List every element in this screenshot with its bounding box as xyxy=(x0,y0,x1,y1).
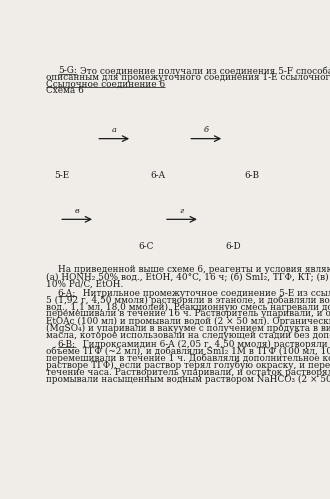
Text: вод., 1,1 мл, 18,0 ммолей). Реакционную смесь нагревали до 40°C и: вод., 1,1 мл, 18,0 ммолей). Реакционную … xyxy=(46,302,330,312)
Text: Схема 6: Схема 6 xyxy=(46,86,83,95)
Text: 6-A: 6-A xyxy=(150,171,165,180)
Text: г: г xyxy=(180,207,184,215)
Text: 5-E: 5-E xyxy=(54,171,69,180)
Text: 10% Pd/C, EtOH.: 10% Pd/C, EtOH. xyxy=(46,279,123,288)
Text: перемешивали в течение 1 ч. Добавляли дополнительное количество SmI₂ (1M в: перемешивали в течение 1 ч. Добавляли до… xyxy=(46,354,330,363)
Text: промывали насыщенным водным раствором NaHCO₃ (2 × 50 мл) и насыщенным: промывали насыщенным водным раствором Na… xyxy=(46,375,330,384)
Text: масла, которое использовали на следующей стадии без дополнительной очистки.: масла, которое использовали на следующей… xyxy=(46,330,330,340)
Text: Нитрильное промежуточное соединение 5-E из ссылочного соединения: Нитрильное промежуточное соединение 5-E … xyxy=(80,288,330,297)
Text: 6-А:: 6-А: xyxy=(58,288,76,297)
Text: (MgSO₄) и упаривали в вакууме с получением продукта в виде прозрачного: (MgSO₄) и упаривали в вакууме с получени… xyxy=(46,323,330,333)
Text: (а) HONH₂ 50% вод., EtOH, 40°C, 16 ч; (б) SmI₂, ТГФ, КТ; (в) (e) H₂, (40 psi),: (а) HONH₂ 50% вод., EtOH, 40°C, 16 ч; (б… xyxy=(46,272,330,282)
Text: 5 (1,92 г, 4,50 ммоля) растворяли в этаноле, и добавляли водный HONH₂ (50%: 5 (1,92 г, 4,50 ммоля) растворяли в этан… xyxy=(46,295,330,305)
Text: растворе ТГФ), если раствор терял голубую окраску, и перемешивали еще в: растворе ТГФ), если раствор терял голубу… xyxy=(46,361,330,370)
Text: перемешивали в течение 16 ч. Растворитель упаривали, и остаток растворяли в: перемешивали в течение 16 ч. Растворител… xyxy=(46,309,330,318)
Text: 6-C: 6-C xyxy=(138,243,154,251)
Text: На приведенной выше схеме 6, реагенты и условия являются следующими:: На приведенной выше схеме 6, реагенты и … xyxy=(58,265,330,274)
Text: Гидроксамидин 6-A (2,05 г, 4,50 ммоля) растворяли в минимальном: Гидроксамидин 6-A (2,05 г, 4,50 ммоля) р… xyxy=(80,339,330,349)
Text: описанным для промежуточного соединения 1-E ссылочного соединения 1.: описанным для промежуточного соединения … xyxy=(46,73,330,82)
Text: Ссылочное соединение 6: Ссылочное соединение 6 xyxy=(46,79,165,88)
Text: 6-B:: 6-B: xyxy=(58,339,76,349)
Text: 6-B: 6-B xyxy=(245,171,260,180)
Text: 6-D: 6-D xyxy=(225,243,241,251)
Text: в: в xyxy=(75,207,80,215)
Text: EtOAc (100 мл) и промывали водой (2 × 50 мл). Органический слой сушили: EtOAc (100 мл) и промывали водой (2 × 50… xyxy=(46,316,330,326)
Text: объеме ТГФ (~2 мл), и добавляли SmI₂ 1M в ТГФ (100 мл, 10 ммолей), и раствор: объеме ТГФ (~2 мл), и добавляли SmI₂ 1M … xyxy=(46,347,330,356)
Text: 5-G:: 5-G: xyxy=(58,66,77,75)
Text: а: а xyxy=(112,126,116,134)
Text: Это соединение получали из соединения 5-F способами, аналогичными: Это соединение получали из соединения 5-… xyxy=(80,66,330,75)
Text: течение часа. Растворитель упаривали, и остаток растворяли в EtOAc (100 мл) и: течение часа. Растворитель упаривали, и … xyxy=(46,368,330,377)
Text: б: б xyxy=(204,126,209,134)
